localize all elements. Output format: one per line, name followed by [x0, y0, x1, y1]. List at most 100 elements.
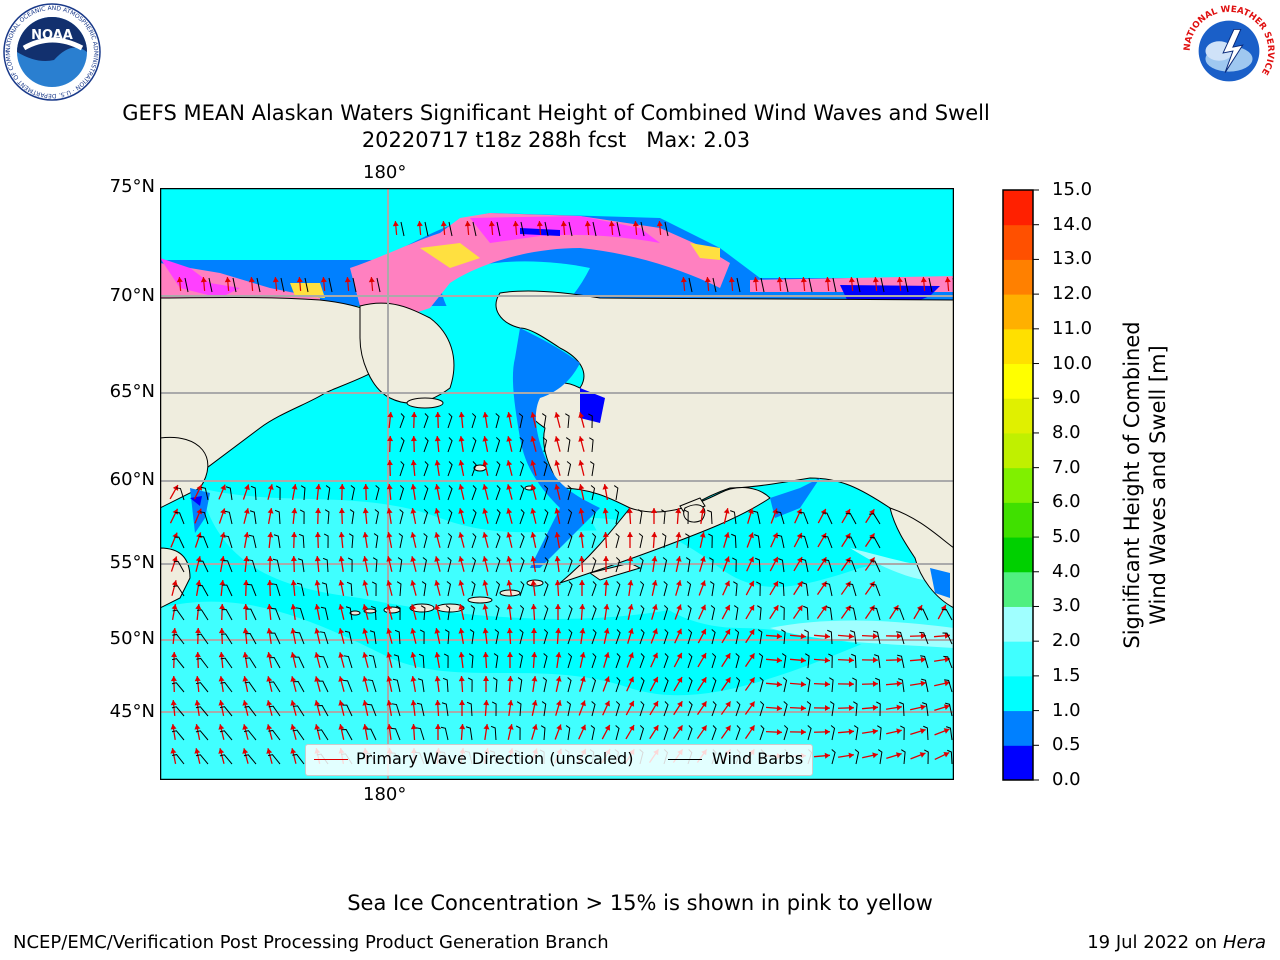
wind-barb	[591, 605, 597, 621]
colorbar-tick-label: 1.0	[1052, 699, 1081, 721]
wave-arrow	[458, 675, 465, 693]
wave-arrow	[649, 700, 659, 716]
wave-arrow	[416, 220, 423, 236]
wind-barb	[735, 725, 741, 741]
wave-arrow	[530, 436, 537, 452]
wave-arrow	[434, 699, 441, 717]
wind-barb	[639, 605, 645, 621]
wind-barb	[637, 509, 643, 525]
wave-arrow	[386, 723, 393, 741]
wave-arrow	[530, 460, 537, 476]
wind-barb	[782, 677, 788, 693]
wave-arrow	[578, 508, 585, 524]
chart-subtitle: 20220717 t18z 288h fcst Max: 2.03	[361, 128, 751, 152]
wave-arrow	[410, 508, 417, 524]
wind-barb	[374, 509, 379, 525]
wind-barb	[544, 221, 549, 237]
wind-barb	[367, 679, 377, 693]
wave-arrow	[794, 508, 802, 524]
wind-barb	[375, 485, 380, 501]
wind-barb	[468, 653, 474, 669]
wind-barb	[711, 677, 717, 693]
wave-arrow	[530, 412, 537, 428]
colorbar-segment	[1003, 675, 1033, 712]
wave-arrow	[195, 556, 202, 572]
wind-barb	[850, 630, 857, 645]
wind-barb	[687, 605, 692, 621]
wave-arrow	[482, 508, 489, 524]
wind-barb	[219, 754, 233, 765]
lat-label-50: 50°N	[109, 628, 155, 649]
wave-arrow	[290, 652, 297, 668]
colorbar-title-line1: Significant Height of Combined	[1120, 321, 1144, 649]
wave-arrow	[242, 651, 249, 669]
wave-arrow	[242, 603, 249, 621]
wave-arrow	[434, 411, 441, 429]
wind-barb	[520, 221, 525, 237]
wave-arrow	[837, 752, 855, 759]
wave-arrow	[602, 555, 609, 573]
wave-arrow	[314, 676, 321, 692]
wave-arrow	[386, 532, 393, 548]
wind-barb	[565, 437, 571, 453]
lat-label-70: 70°N	[109, 285, 155, 306]
wave-arrow	[698, 604, 706, 620]
wave-arrow	[314, 700, 321, 716]
wave-arrow	[458, 628, 465, 644]
wave-arrow	[776, 276, 783, 292]
wind-barb	[566, 701, 571, 717]
wave-arrow	[506, 532, 513, 548]
wind-barb	[345, 606, 353, 621]
wind-barb	[319, 631, 329, 645]
colorbar-segment	[1003, 502, 1033, 538]
wind-barb	[615, 629, 621, 645]
lon-label-top: 180°	[363, 162, 407, 183]
wave-arrow	[848, 276, 855, 292]
wave-arrow	[218, 627, 225, 645]
wind-barb	[877, 749, 883, 765]
wind-barb	[447, 509, 453, 525]
wind-barb	[711, 653, 717, 669]
wave-arrow	[170, 723, 177, 741]
wave-arrow	[813, 728, 831, 735]
wave-arrow	[896, 276, 903, 292]
wind-barb	[663, 725, 669, 741]
wave-arrow	[410, 556, 417, 572]
wind-barb	[615, 581, 621, 597]
wind-barb	[367, 703, 377, 717]
wave-arrow	[291, 484, 298, 500]
colorbar-segment	[1003, 259, 1033, 295]
wave-arrow	[482, 556, 489, 572]
wave-arrow	[625, 700, 635, 716]
wave-arrow	[765, 729, 783, 736]
wind-barb	[174, 536, 185, 549]
wave-arrow	[410, 723, 417, 741]
wave-arrow	[195, 580, 202, 596]
wind-barb	[171, 730, 185, 741]
wind-barb	[639, 701, 645, 717]
wave-arrow	[410, 459, 417, 477]
wave-arrow	[578, 484, 585, 500]
wave-arrow	[744, 701, 756, 715]
wave-arrow	[506, 627, 513, 645]
wind-barb	[273, 534, 281, 549]
wind-barb	[827, 629, 833, 645]
wind-barb	[800, 535, 809, 549]
wave-arrow	[530, 532, 537, 548]
wave-arrow	[554, 508, 561, 524]
wind-barb	[591, 653, 597, 669]
wind-barb	[589, 461, 595, 477]
wave-arrow	[434, 652, 441, 668]
wave-arrow	[458, 435, 465, 453]
wave-arrow	[218, 651, 225, 669]
wave-arrow	[338, 507, 345, 525]
wind-barb	[869, 536, 881, 549]
wind-barb	[735, 653, 740, 669]
wind-barb	[898, 678, 905, 693]
wave-arrow	[720, 725, 732, 739]
wave-arrow	[699, 507, 706, 525]
wind-barb	[471, 581, 476, 597]
wave-arrow	[886, 752, 902, 759]
colorbar-segment	[1003, 710, 1033, 746]
wind-barb	[924, 749, 929, 765]
